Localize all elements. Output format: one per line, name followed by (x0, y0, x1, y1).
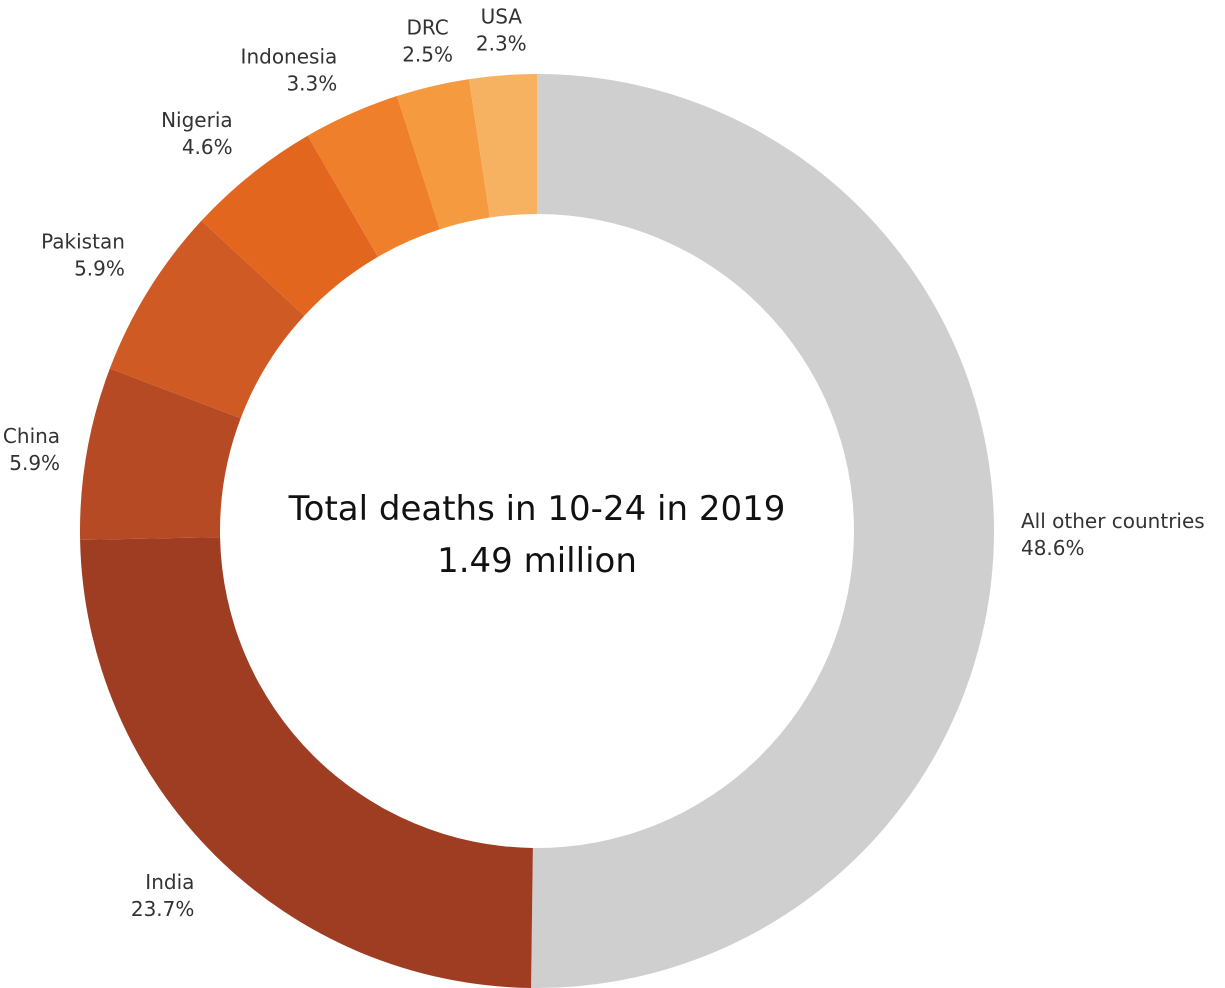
center-title: Total deaths in 10-24 in 2019 (288, 489, 786, 529)
slice-usa (469, 74, 537, 218)
slice-label-drc: DRC (406, 16, 448, 40)
slice-nigeria (201, 135, 378, 316)
slice-label-indonesia: Indonesia (241, 44, 338, 68)
slice-labels: All other countries 48.6% India 23.7% China 5… (3, 4, 1205, 920)
slice-china (80, 368, 241, 540)
slice-label-nigeria: Nigeria (161, 108, 233, 132)
slice-label-pakistan: Pakistan (41, 230, 125, 254)
slice-value-pakistan: 5.9% (74, 257, 125, 281)
slice-india (80, 537, 533, 988)
slice-value-india: 23.7% (131, 897, 195, 921)
slice-label-all-other-countries: All other countries (1021, 509, 1205, 533)
slice-pakistan (109, 220, 305, 419)
slice-value-nigeria: 4.6% (182, 135, 233, 159)
slice-drc (396, 79, 490, 230)
slice-label-usa: USA (481, 4, 523, 28)
slice-value-drc: 2.5% (402, 43, 453, 67)
slice-value-china: 5.9% (9, 451, 60, 475)
slice-all-other-countries (531, 74, 994, 988)
slice-indonesia (307, 96, 440, 257)
slice-value-all-other-countries: 48.6% (1021, 536, 1085, 560)
slice-label-india: India (145, 870, 194, 894)
center-value: 1.49 million (437, 541, 637, 581)
slice-value-indonesia: 3.3% (286, 71, 337, 95)
slice-label-china: China (3, 424, 60, 448)
donut-slices (80, 74, 994, 988)
slice-value-usa: 2.3% (476, 31, 527, 55)
